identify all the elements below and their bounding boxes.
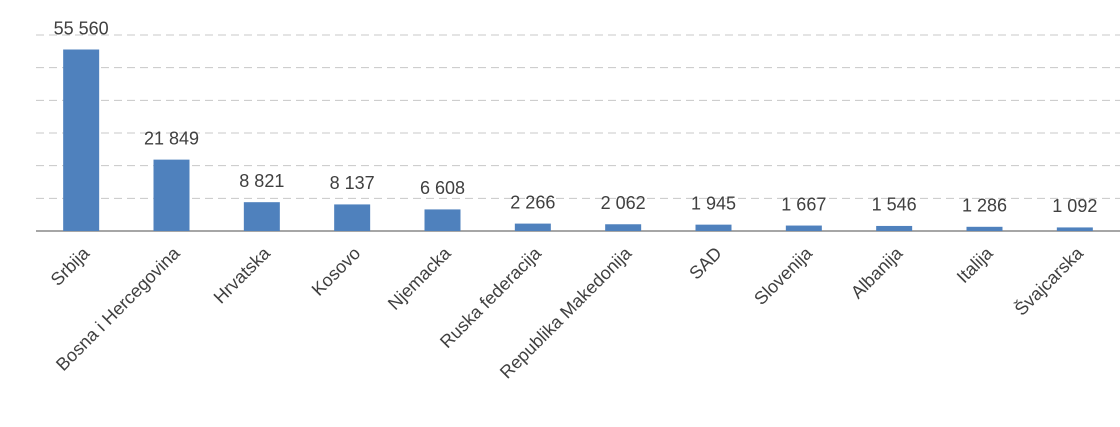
x-tick-label: Srbija [47, 242, 94, 289]
bar [695, 224, 732, 231]
x-tick-label: Hrvatska [210, 242, 275, 307]
bar [1056, 227, 1093, 231]
data-label: 6 608 [420, 178, 465, 198]
data-label: 1 092 [1052, 196, 1097, 216]
x-tick-label: Njemacka [384, 242, 455, 313]
bar [243, 202, 280, 231]
x-tick-label: SAD [685, 243, 725, 283]
data-label: 55 560 [54, 18, 109, 38]
data-label: 21 849 [144, 128, 199, 148]
bar [876, 225, 913, 231]
data-label: 1 286 [962, 196, 1007, 216]
bar [966, 226, 1003, 231]
x-tick-label: Albanija [847, 242, 907, 302]
data-label: 2 062 [601, 193, 646, 213]
bar [785, 225, 822, 231]
bar [334, 204, 371, 231]
x-tick-label: Švajcarska [1010, 242, 1088, 320]
data-label: 1 546 [872, 195, 917, 215]
bar [153, 159, 190, 231]
x-tick-label: Italija [953, 242, 998, 287]
data-label: 8 137 [330, 173, 375, 193]
x-tick-label: Kosovo [308, 243, 365, 300]
data-label: 1 667 [781, 194, 826, 214]
x-tick-label: Slovenija [750, 242, 816, 308]
bar [63, 49, 100, 232]
data-label: 2 266 [510, 192, 555, 212]
data-label: 1 945 [691, 193, 736, 213]
bar [424, 209, 461, 231]
bar [514, 223, 551, 231]
bar [605, 224, 642, 231]
data-label: 8 821 [239, 171, 284, 191]
